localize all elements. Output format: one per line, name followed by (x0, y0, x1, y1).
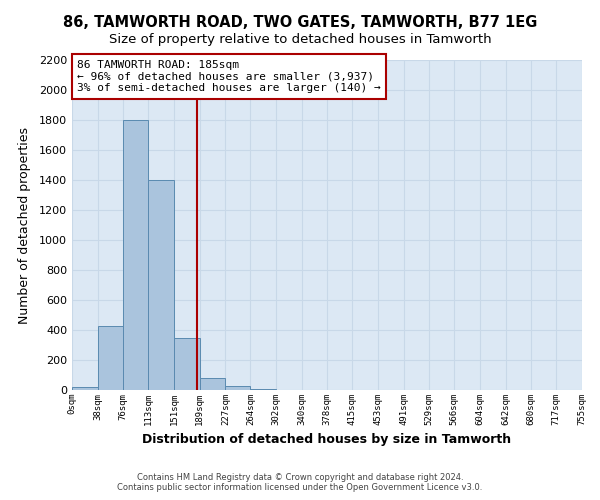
Bar (200, 378, 226, 390)
Y-axis label: Number of detached properties: Number of detached properties (17, 126, 31, 324)
X-axis label: Distribution of detached houses by size in Tamworth: Distribution of detached houses by size … (142, 434, 512, 446)
Text: Contains HM Land Registry data © Crown copyright and database right 2024.
Contai: Contains HM Land Registry data © Crown c… (118, 473, 482, 492)
Text: 86 TAMWORTH ROAD: 185sqm
← 96% of detached houses are smaller (3,937)
3% of semi: 86 TAMWORTH ROAD: 185sqm ← 96% of detach… (77, 60, 381, 93)
Bar (98, 326, 124, 390)
Bar (226, 386, 250, 390)
Bar (250, 389, 276, 390)
Bar (124, 120, 148, 390)
Text: Size of property relative to detached houses in Tamworth: Size of property relative to detached ho… (109, 32, 491, 46)
Bar (174, 338, 200, 390)
Bar (148, 180, 174, 390)
Text: 86, TAMWORTH ROAD, TWO GATES, TAMWORTH, B77 1EG: 86, TAMWORTH ROAD, TWO GATES, TAMWORTH, … (63, 15, 537, 30)
Bar (72, 387, 98, 390)
